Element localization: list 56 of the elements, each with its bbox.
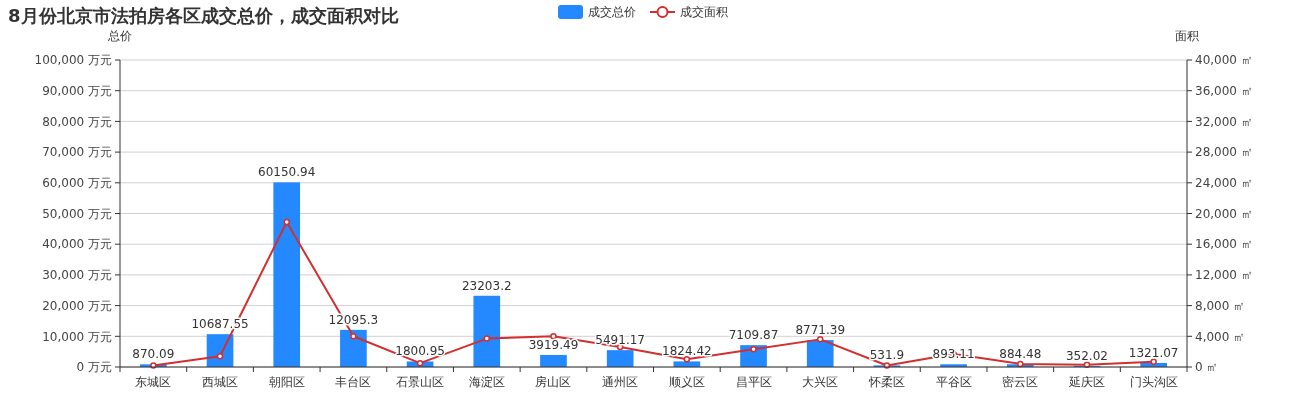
y-tick-label: 10,000 万元 xyxy=(42,329,112,344)
data-label: 531.9 xyxy=(869,348,905,363)
data-label: 5491.17 xyxy=(595,333,645,348)
chart-title: 8月份北京市法拍房各区成交总价，成交面积对比 xyxy=(8,5,399,26)
x-tick-label: 丰台区 xyxy=(335,375,372,389)
legend-label: 成交总价 xyxy=(588,5,636,20)
data-label: 1824.42 xyxy=(662,344,712,359)
x-tick-label: 延庆区 xyxy=(1067,375,1105,389)
y-tick-label: 50,000 万元 xyxy=(42,206,112,221)
data-label: 1321.07 xyxy=(1128,345,1179,360)
x-tick-label: 通州区 xyxy=(602,375,639,389)
data-label: 3919.49 xyxy=(528,337,579,352)
y2-tick-label: 32,000 ㎡ xyxy=(1195,114,1253,129)
y2-tick-label: 28,000 ㎡ xyxy=(1195,145,1253,160)
data-label: 870.09 xyxy=(132,347,175,362)
y2-tick-label: 24,000 ㎡ xyxy=(1195,176,1253,190)
legend-label: 成交面积 xyxy=(680,5,728,20)
x-tick-label: 门头沟区 xyxy=(1129,375,1178,389)
y-tick-label: 60,000 万元 xyxy=(42,176,112,190)
data-label: 8771.39 xyxy=(795,323,846,338)
y-axis-title: 总价 xyxy=(107,29,132,43)
y2-tick-label: 20,000 ㎡ xyxy=(1195,206,1253,221)
x-tick-label: 怀柔区 xyxy=(867,375,905,389)
y-tick-label: 20,000 万元 xyxy=(42,298,112,313)
data-label: 1800.95 xyxy=(395,344,445,359)
data-label: 352.02 xyxy=(1065,348,1108,363)
y-tick-label: 30,000 万元 xyxy=(42,268,112,283)
y-tick-label: 40,000 万元 xyxy=(42,237,112,252)
data-label: 7109.87 xyxy=(728,328,779,343)
x-tick-label: 密云区 xyxy=(1002,375,1039,389)
y-tick-label: 0 万元 xyxy=(76,360,112,375)
y2-tick-label: 36,000 ㎡ xyxy=(1195,83,1253,98)
data-label: 884.48 xyxy=(999,347,1042,362)
y-tick-label: 80,000 万元 xyxy=(42,114,112,129)
data-label: 23203.2 xyxy=(461,278,512,293)
y2-tick-label: 0 ㎡ xyxy=(1195,360,1219,375)
y2-axis-title: 面积 xyxy=(1175,29,1199,43)
x-tick-label: 平谷区 xyxy=(935,375,972,389)
y-tick-label: 100,000 万元 xyxy=(34,53,112,68)
x-tick-label: 海淀区 xyxy=(468,375,505,389)
x-tick-label: 顺义区 xyxy=(668,375,705,389)
y2-tick-label: 40,000 ㎡ xyxy=(1195,53,1253,68)
x-tick-label: 东城区 xyxy=(135,375,172,389)
x-tick-label: 朝阳区 xyxy=(268,375,305,389)
y2-tick-label: 8,000 ㎡ xyxy=(1195,298,1246,313)
y2-tick-label: 16,000 ㎡ xyxy=(1195,237,1253,252)
x-tick-label: 大兴区 xyxy=(802,375,839,389)
x-tick-label: 房山区 xyxy=(535,375,572,389)
y-tick-label: 70,000 万元 xyxy=(42,145,112,160)
data-label: 60150.94 xyxy=(258,165,316,180)
y-tick-label: 90,000 万元 xyxy=(42,83,112,98)
x-tick-label: 石景山区 xyxy=(396,375,445,389)
x-tick-label: 昌平区 xyxy=(735,375,772,389)
x-tick-label: 西城区 xyxy=(202,375,239,389)
y2-tick-label: 12,000 ㎡ xyxy=(1195,268,1253,283)
y2-tick-label: 4,000 ㎡ xyxy=(1195,329,1246,344)
